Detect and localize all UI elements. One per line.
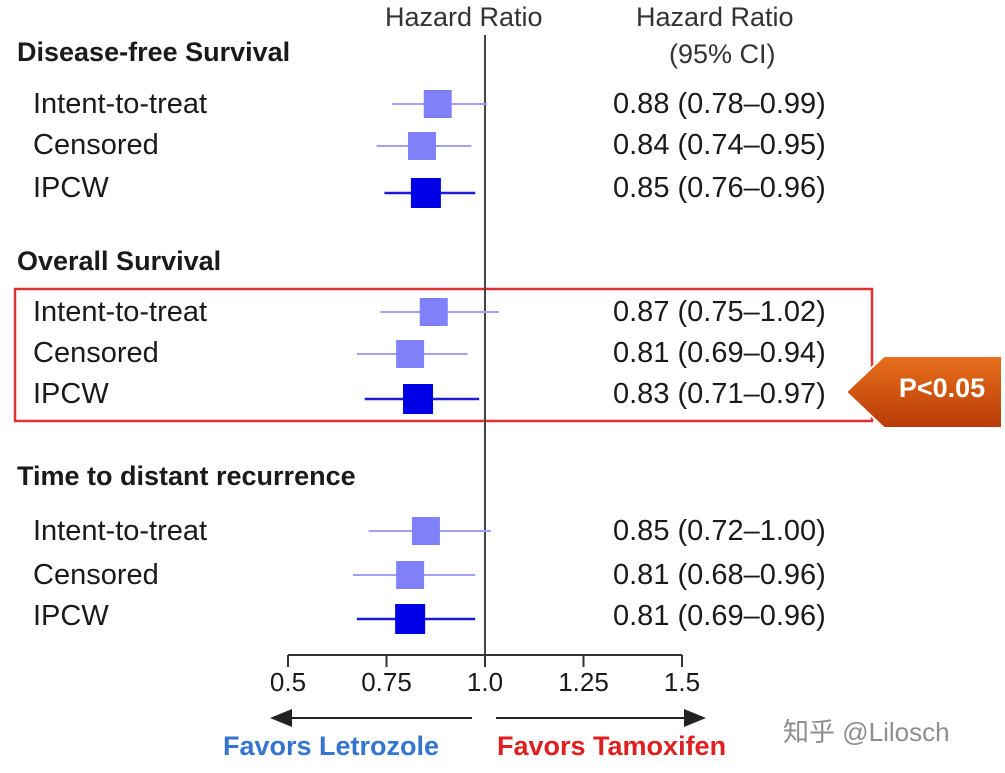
- row-label: Intent-to-treat: [33, 515, 208, 547]
- p-value-callout: [846, 355, 1003, 429]
- group-title-disease-free: Disease-free Survival: [17, 37, 291, 67]
- row-label: Censored: [33, 337, 159, 369]
- overall-survival-highlight-box: [13, 287, 874, 423]
- favors-left-arrow: [270, 709, 472, 727]
- hr-column-header: Hazard Ratio: [385, 2, 543, 32]
- hr-point-marker: [410, 178, 441, 208]
- hr-point-marker: [396, 340, 425, 368]
- hr-point-marker: [403, 384, 434, 414]
- p-value-callout-text: P<0.05: [898, 373, 986, 403]
- favors-tamoxifen-label: Favors Tamoxifen: [497, 731, 727, 761]
- row-hr-value: 0.87 (0.75–1.02): [613, 296, 826, 328]
- hr-point-marker: [419, 298, 448, 326]
- row-hr-value: 0.85 (0.76–0.96): [613, 172, 826, 204]
- x-tick-label: 0.5: [269, 667, 307, 697]
- x-tick-label: 1.0: [466, 667, 504, 697]
- x-tick-label: 1.25: [558, 667, 609, 697]
- row-label: Intent-to-treat: [33, 296, 208, 328]
- hr-point-marker: [407, 132, 436, 160]
- row-hr-value: 0.81 (0.68–0.96): [613, 559, 826, 591]
- ci-column-header-line2: (95% CI): [669, 39, 776, 69]
- x-tick-label: 0.75: [361, 667, 412, 697]
- hr-point-marker: [423, 90, 452, 118]
- row-hr-value: 0.88 (0.78–0.99): [613, 88, 826, 120]
- row-label: Censored: [33, 129, 159, 161]
- watermark: 知乎 @Lilosch: [783, 717, 950, 747]
- ci-column-header-line1: Hazard Ratio: [636, 2, 794, 32]
- hr-point-marker: [395, 604, 426, 634]
- x-tick-label: 1.5: [663, 667, 701, 697]
- hr-point-marker: [396, 561, 425, 589]
- row-hr-value: 0.81 (0.69–0.94): [613, 337, 826, 369]
- favors-letrozole-label: Favors Letrozole: [223, 731, 440, 761]
- group-title-distant-recurrence: Time to distant recurrence: [17, 461, 356, 491]
- hr-point-marker: [411, 517, 440, 545]
- row-hr-value: 0.85 (0.72–1.00): [613, 515, 826, 547]
- row-label: Censored: [33, 559, 159, 591]
- row-label: Intent-to-treat: [33, 88, 208, 120]
- row-hr-value: 0.84 (0.74–0.95): [613, 129, 826, 161]
- row-label: IPCW: [33, 172, 109, 204]
- row-label: IPCW: [33, 378, 109, 410]
- favors-right-arrow: [496, 709, 706, 727]
- group-title-overall-survival: Overall Survival: [17, 246, 222, 276]
- row-hr-value: 0.81 (0.69–0.96): [613, 600, 826, 632]
- row-label: IPCW: [33, 600, 109, 632]
- row-hr-value: 0.83 (0.71–0.97): [613, 378, 826, 410]
